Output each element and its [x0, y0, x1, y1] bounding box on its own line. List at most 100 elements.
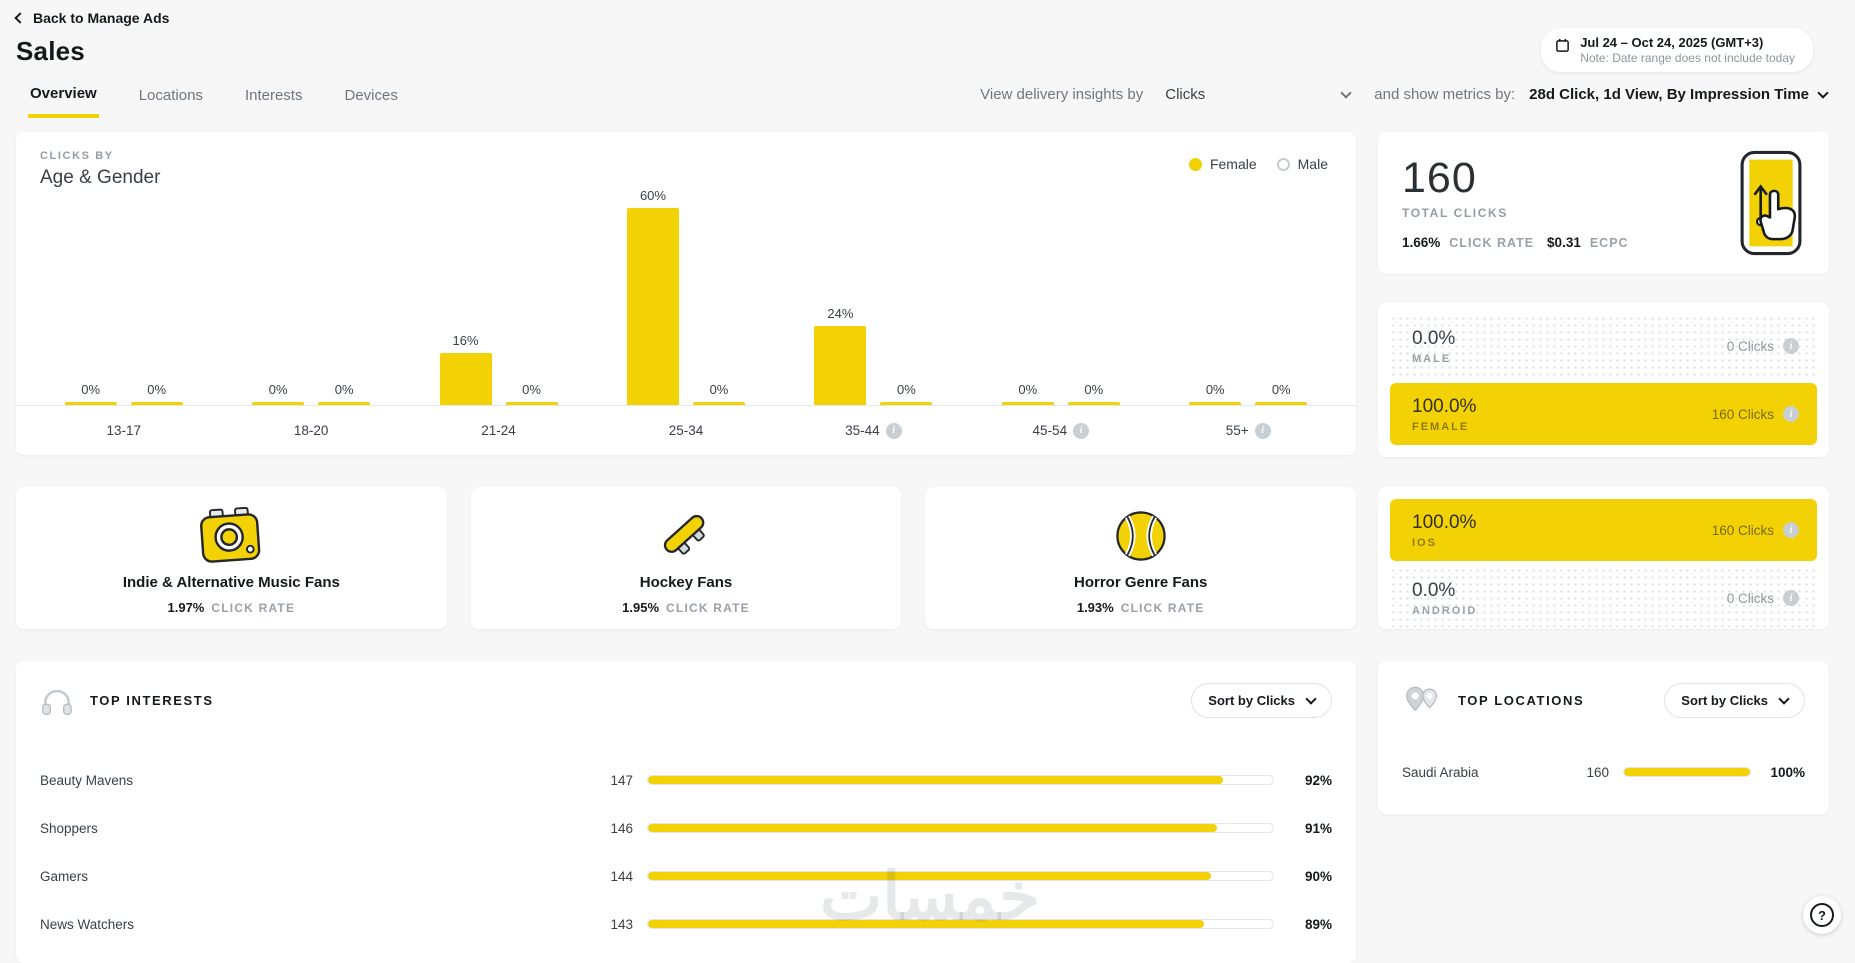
tab-devices[interactable]: Devices [344, 87, 398, 104]
total-clicks-label: TOTAL CLICKS [1402, 206, 1508, 220]
interest-row-label: Beauty Mavens [40, 772, 134, 788]
total-clicks-value: 160 [1402, 154, 1477, 202]
interest-row-bar-track [647, 871, 1274, 881]
calendar-icon [1556, 38, 1570, 52]
bar-male [1255, 402, 1308, 405]
bar-male [318, 402, 371, 405]
bar-value-label: 16% [452, 332, 479, 348]
axis-label-25-34: 25-34 [668, 423, 704, 438]
legend-female[interactable]: Female [1188, 156, 1257, 172]
info-icon[interactable]: i [1783, 338, 1799, 354]
location-row-bar-track [1623, 767, 1751, 777]
headphones-icon [42, 689, 72, 715]
interest-card-horror: Horror Genre Fans 1.93% CLICK RATE [925, 487, 1357, 629]
bar-col-male: 0% [880, 382, 933, 405]
click-rate-value: 1.93% [1076, 599, 1114, 615]
interest-row-label: Shoppers [40, 820, 98, 836]
android-row[interactable]: 0.0% ANDROID 0 Clicks i [1390, 567, 1817, 629]
info-icon[interactable]: i [885, 422, 902, 439]
bar-value-label: 0% [522, 382, 541, 397]
gender-breakdown-card: 0.0% MALE 0 Clicks i 100.0% FEMALE 160 C… [1378, 303, 1829, 457]
interest-highlight-cards: Indie & Alternative Music Fans 1.97% CLI… [16, 487, 1357, 629]
bar-value-label: 0% [709, 382, 729, 397]
male-pct: 0.0% [1412, 327, 1456, 349]
info-icon[interactable]: i [1783, 406, 1799, 422]
click-rate-value: 1.95% [622, 599, 660, 615]
age-gender-bars: 0% 0% 0% 0% 16% 0% 60% 0% 24% 0% 0% 0% 0% 0% [16, 132, 1356, 406]
skateboard-icon [655, 506, 717, 566]
back-chevron-icon [14, 12, 26, 24]
click-rate-value: 1.66% [1402, 235, 1441, 250]
location-row-bar-fill [1624, 768, 1750, 776]
bar-col-male: 0% [505, 382, 558, 405]
sort-by-clicks-button[interactable]: Sort by Clicks [1664, 683, 1805, 718]
bar-group-13-17: 0% 0% [30, 132, 217, 405]
info-icon[interactable]: i [1783, 522, 1799, 538]
metrics-by-label: and show metrics by: [1374, 86, 1516, 103]
interest-row-bar-track [647, 919, 1274, 929]
bar-group-45-54: 0% 0% [967, 132, 1154, 405]
bar-value-label: 0% [147, 382, 167, 397]
info-icon[interactable]: i [1254, 422, 1271, 439]
bar-col-female: 0% [252, 382, 305, 405]
ecpc-label: ECPC [1589, 236, 1629, 250]
sort-by-clicks-button[interactable]: Sort by Clicks [1191, 683, 1332, 718]
interest-row: Beauty Mavens 147 92% [40, 756, 1332, 804]
bar-value-label: 0% [1018, 382, 1038, 397]
bar-col-male: 0% [1067, 382, 1120, 405]
interest-row-value: 143 [610, 916, 633, 932]
bar-value-label: 24% [827, 306, 854, 322]
interest-row-bar-fill [648, 920, 1205, 928]
axis-label-35-44: 35-44 i [780, 406, 967, 455]
date-range-value: Jul 24 – Oct 24, 2025 (GMT+3) [1580, 35, 1764, 50]
bar-group-18-20: 0% 0% [217, 132, 404, 405]
header-controls: View delivery insights by Clicks and sho… [980, 86, 1829, 111]
bar-female [439, 352, 492, 405]
axis-label-13-17: 13-17 [106, 423, 141, 438]
tennis-ball-icon [1112, 506, 1170, 566]
bar-col-female: 0% [64, 382, 117, 405]
female-clicks: 160 Clicks [1711, 406, 1774, 422]
click-rate-label: CLICK RATE [1120, 600, 1205, 615]
female-pct: 100.0% [1412, 395, 1477, 417]
back-to-manage-ads-link[interactable]: Back to Manage Ads [14, 10, 169, 26]
date-range-note: Note: Date range does not include today [1580, 51, 1795, 65]
interest-row-value: 144 [610, 868, 633, 884]
bar-male [505, 402, 558, 405]
page-title: Sales [16, 36, 85, 66]
insights-by-value: Clicks [1165, 86, 1206, 103]
help-button[interactable]: ? [1803, 896, 1841, 934]
interest-row-label: News Watchers [40, 916, 135, 932]
help-icon: ? [1810, 903, 1834, 927]
tab-interests[interactable]: Interests [244, 87, 303, 104]
axis-label-21-24: 21-24 [481, 423, 516, 438]
info-icon[interactable]: i [1073, 422, 1090, 439]
insights-by-select[interactable]: Clicks [1165, 86, 1352, 103]
interest-card-hockey: Hockey Fans 1.95% CLICK RATE [470, 487, 902, 629]
bar-value-label: 0% [1084, 382, 1104, 397]
bar-group-25-34: 60% 0% [592, 132, 779, 405]
male-label: MALE [1412, 352, 1452, 365]
info-icon[interactable]: i [1783, 590, 1799, 606]
axis-label-55+: 55+ i [1155, 406, 1342, 455]
interest-row-bar-track [647, 775, 1274, 785]
chevron-down-icon [1817, 87, 1829, 99]
insights-by-label: View delivery insights by [980, 86, 1144, 103]
location-row: Saudi Arabia 160 100% [1402, 748, 1805, 796]
metrics-by-select[interactable]: 28d Click, 1d View, By Impression Time [1529, 86, 1829, 103]
tab-locations[interactable]: Locations [138, 87, 203, 104]
interest-row-label: Gamers [40, 868, 89, 884]
male-legend-dot-icon [1276, 157, 1290, 171]
interest-row: Shoppers 146 91% [40, 804, 1332, 852]
date-range-picker[interactable]: Jul 24 – Oct 24, 2025 (GMT+3) Note: Date… [1541, 28, 1813, 72]
location-row-label: Saudi Arabia [1402, 764, 1479, 780]
bar-female [1001, 402, 1054, 405]
tab-overview[interactable]: Overview [28, 79, 99, 118]
female-row[interactable]: 100.0% FEMALE 160 Clicks i [1390, 383, 1817, 445]
chart-legend: Female Male [1188, 156, 1328, 172]
interest-row: News Watchers 143 89% [40, 900, 1332, 948]
legend-male[interactable]: Male [1276, 156, 1328, 172]
chart-kicker: CLICKS BY [40, 150, 114, 162]
male-row[interactable]: 0.0% MALE 0 Clicks i [1390, 315, 1817, 377]
ios-row[interactable]: 100.0% IOS 160 Clicks i [1390, 499, 1817, 561]
